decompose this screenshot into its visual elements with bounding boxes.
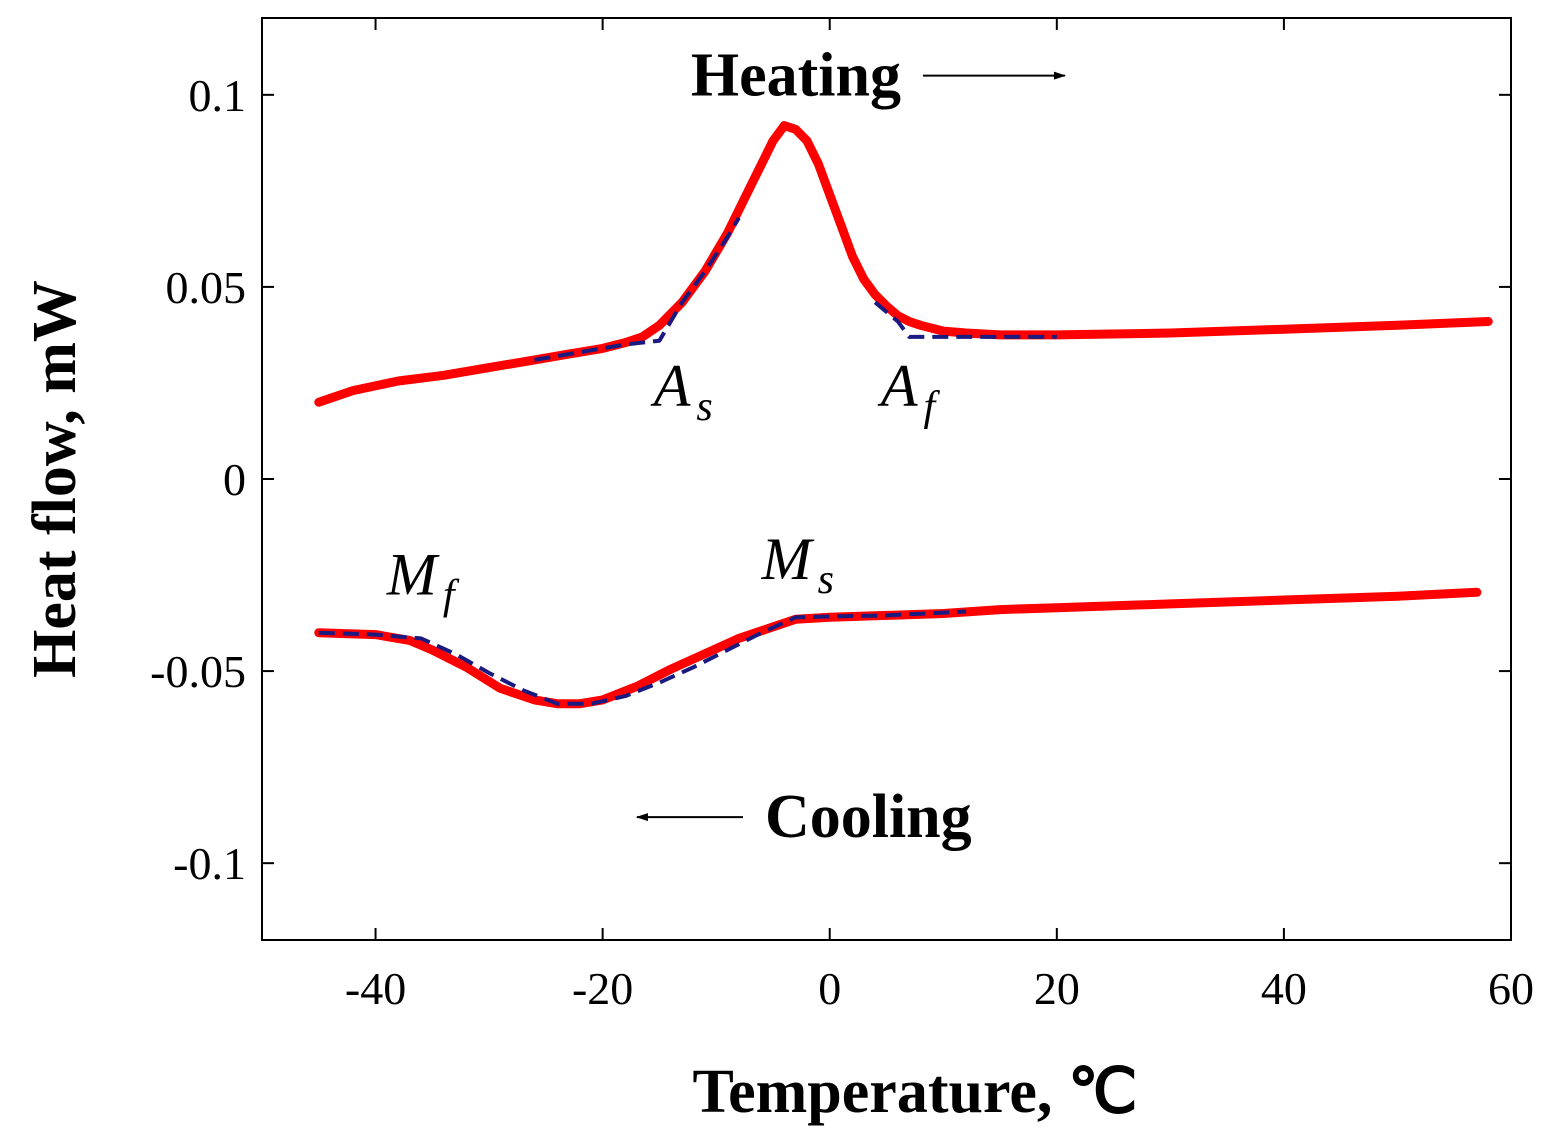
transition-subscript: f — [443, 572, 460, 618]
data-series — [314, 121, 1493, 709]
transition-subscript: f — [923, 384, 940, 430]
y-axis-ticks: 0.1 0.05 0 -0.05 -0.1 — [150, 70, 1511, 889]
x-axis-title: Temperature, ℃ — [692, 1058, 1137, 1126]
annotation-heating-label: Heating — [691, 42, 901, 110]
tangent-line-heating-tangent-construction-right — [873, 300, 1057, 339]
y-axis-title: Heat flow, mW — [21, 280, 89, 678]
x-axis-ticks: -40 -20 0 20 40 60 — [345, 18, 1534, 1014]
series-line-cooling-curve — [314, 587, 1482, 709]
x-tick-label: 20 — [1034, 963, 1080, 1014]
transition-subscript: s — [696, 384, 712, 430]
annotation-cooling-label: Cooling — [765, 783, 972, 851]
transition-subscript: s — [818, 557, 834, 603]
y-tick-label: -0.05 — [150, 646, 246, 697]
y-tick-label: 0.05 — [166, 262, 247, 313]
y-tick-label: 0 — [223, 454, 246, 505]
y-tick-label: 0.1 — [189, 70, 247, 121]
annotations: Heating Cooling — [635, 42, 1066, 851]
tangent-line-cooling-tangent-construction — [318, 609, 967, 706]
x-tick-label: 40 — [1261, 963, 1307, 1014]
x-tick-label: -40 — [345, 963, 406, 1014]
y-tick-label: -0.1 — [173, 838, 246, 889]
tangent-line-heating-tangent-construction — [534, 216, 741, 362]
x-tick-label: -20 — [572, 963, 633, 1014]
x-tick-label: 0 — [818, 963, 841, 1014]
series-line-heating-curve — [314, 121, 1493, 407]
x-tick-label: 60 — [1488, 963, 1534, 1014]
